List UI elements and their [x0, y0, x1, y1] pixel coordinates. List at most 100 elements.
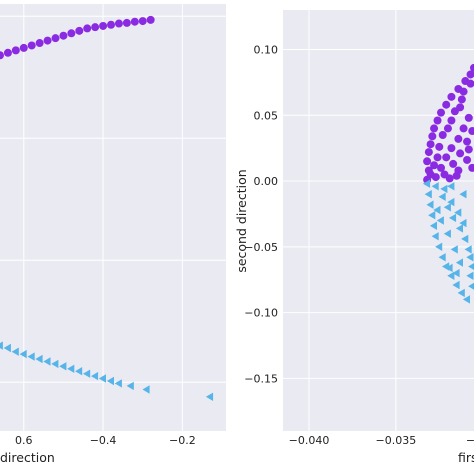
data-point-circle [67, 29, 76, 38]
data-point-circle [470, 63, 474, 72]
data-point-triangle [443, 229, 451, 238]
data-point-circle [447, 92, 456, 101]
data-point-circle [466, 79, 474, 88]
data-point-circle [146, 15, 155, 24]
data-point-triangle [459, 190, 467, 199]
right-scatter-panel: −0.040 −0.035 −0.03 0.10 0.05 0.00 −0.05 −0.10 −… [234, 10, 474, 465]
data-point-circle [454, 134, 463, 143]
y-tick-label: −0.15 [244, 372, 278, 385]
x-tick-label: −0.035 [376, 434, 417, 447]
data-point-circle [437, 163, 446, 172]
data-point-circle [456, 149, 465, 158]
data-point-circle [449, 159, 458, 168]
y-tick-label: 0.00 [254, 175, 279, 188]
data-point-triangle [454, 208, 462, 217]
data-point-triangle [468, 263, 474, 270]
data-point-triangle [27, 352, 35, 361]
data-point-triangle [0, 341, 3, 350]
data-point-circle [423, 157, 432, 166]
data-point-triangle [126, 381, 134, 391]
data-point-triangle [468, 282, 474, 290]
data-point-triangle [114, 379, 122, 388]
data-point-circle [466, 70, 474, 79]
data-point-triangle [43, 357, 51, 366]
data-point-triangle [459, 218, 467, 228]
data-point-triangle [452, 280, 460, 290]
data-point-circle [468, 127, 474, 136]
left-scatter-panel: 0.6 −0.4 −0.2 direction [0, 4, 226, 465]
data-point-triangle [3, 343, 11, 353]
data-point-circle [433, 153, 442, 162]
y-tick-label: 0.05 [254, 109, 279, 122]
data-point-circle [447, 144, 456, 153]
data-point-circle [437, 108, 446, 117]
data-point-triangle [91, 371, 99, 381]
data-point-circle [91, 23, 100, 32]
data-point-circle [457, 95, 466, 104]
data-point-circle [75, 26, 84, 35]
data-point-triangle [35, 354, 43, 364]
data-point-circle [122, 18, 131, 27]
data-point-triangle [205, 392, 214, 401]
data-point-circle [459, 87, 468, 96]
data-point-circle [130, 17, 139, 26]
data-point-circle [107, 20, 116, 29]
data-point-triangle [11, 347, 19, 356]
data-point-triangle [98, 374, 106, 383]
data-point-triangle [431, 232, 439, 241]
data-point-circle [114, 19, 123, 28]
data-point-circle [459, 124, 468, 133]
data-point-circle [428, 132, 437, 141]
data-point-circle [83, 24, 92, 33]
data-point-circle [443, 124, 452, 133]
data-point-circle [468, 163, 474, 172]
x-tick-label: −0.040 [289, 434, 330, 447]
markers [0, 15, 214, 401]
data-point-circle [435, 142, 444, 151]
data-point-triangle [447, 182, 455, 191]
data-point-triangle [51, 359, 59, 369]
data-point-circle [433, 116, 442, 125]
data-point-triangle [450, 245, 458, 254]
markers [422, 63, 474, 304]
data-point-circle [3, 48, 12, 57]
data-point-circle [430, 124, 439, 133]
data-point-triangle [461, 234, 469, 244]
data-point-triangle [67, 364, 75, 373]
data-point-triangle [83, 369, 91, 378]
data-point-triangle [464, 245, 472, 254]
data-point-circle [19, 43, 28, 52]
data-point-circle [426, 140, 435, 149]
y-tick-label: −0.05 [244, 241, 278, 254]
data-point-triangle [455, 224, 463, 233]
data-point-triangle [426, 200, 434, 209]
y-tick-label: −0.10 [244, 307, 278, 320]
data-point-triangle [435, 242, 443, 251]
x-tick-label: 0.6 [15, 434, 33, 447]
data-point-triangle [455, 258, 463, 267]
data-point-circle [59, 31, 68, 40]
data-point-triangle [433, 205, 441, 215]
data-point-circle [430, 161, 439, 170]
data-point-circle [11, 46, 20, 55]
data-point-triangle [429, 221, 437, 230]
data-point-circle [99, 21, 108, 30]
data-point-triangle [445, 263, 453, 273]
data-point-triangle [466, 253, 474, 262]
data-point-triangle [424, 190, 432, 199]
data-point-triangle [462, 295, 470, 304]
data-point-circle [463, 155, 472, 164]
x-tick-label: −0.4 [90, 434, 117, 447]
data-point-circle [452, 171, 461, 180]
plot-background [0, 4, 226, 431]
data-point-triangle [75, 367, 83, 376]
data-point-triangle [449, 213, 457, 223]
x-tick-label: −0.03 [466, 434, 474, 447]
data-point-circle [442, 100, 451, 109]
data-point-triangle [438, 253, 446, 262]
data-point-circle [464, 113, 473, 122]
data-point-circle [0, 51, 4, 60]
data-point-triangle [443, 203, 451, 212]
